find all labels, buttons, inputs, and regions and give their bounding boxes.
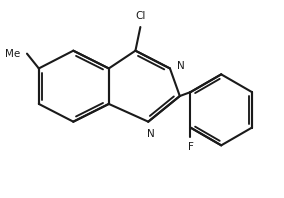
Text: N: N bbox=[147, 129, 155, 139]
Text: Me: Me bbox=[5, 49, 20, 59]
Text: N: N bbox=[177, 61, 185, 71]
Text: Cl: Cl bbox=[135, 11, 146, 21]
Text: F: F bbox=[187, 142, 193, 152]
